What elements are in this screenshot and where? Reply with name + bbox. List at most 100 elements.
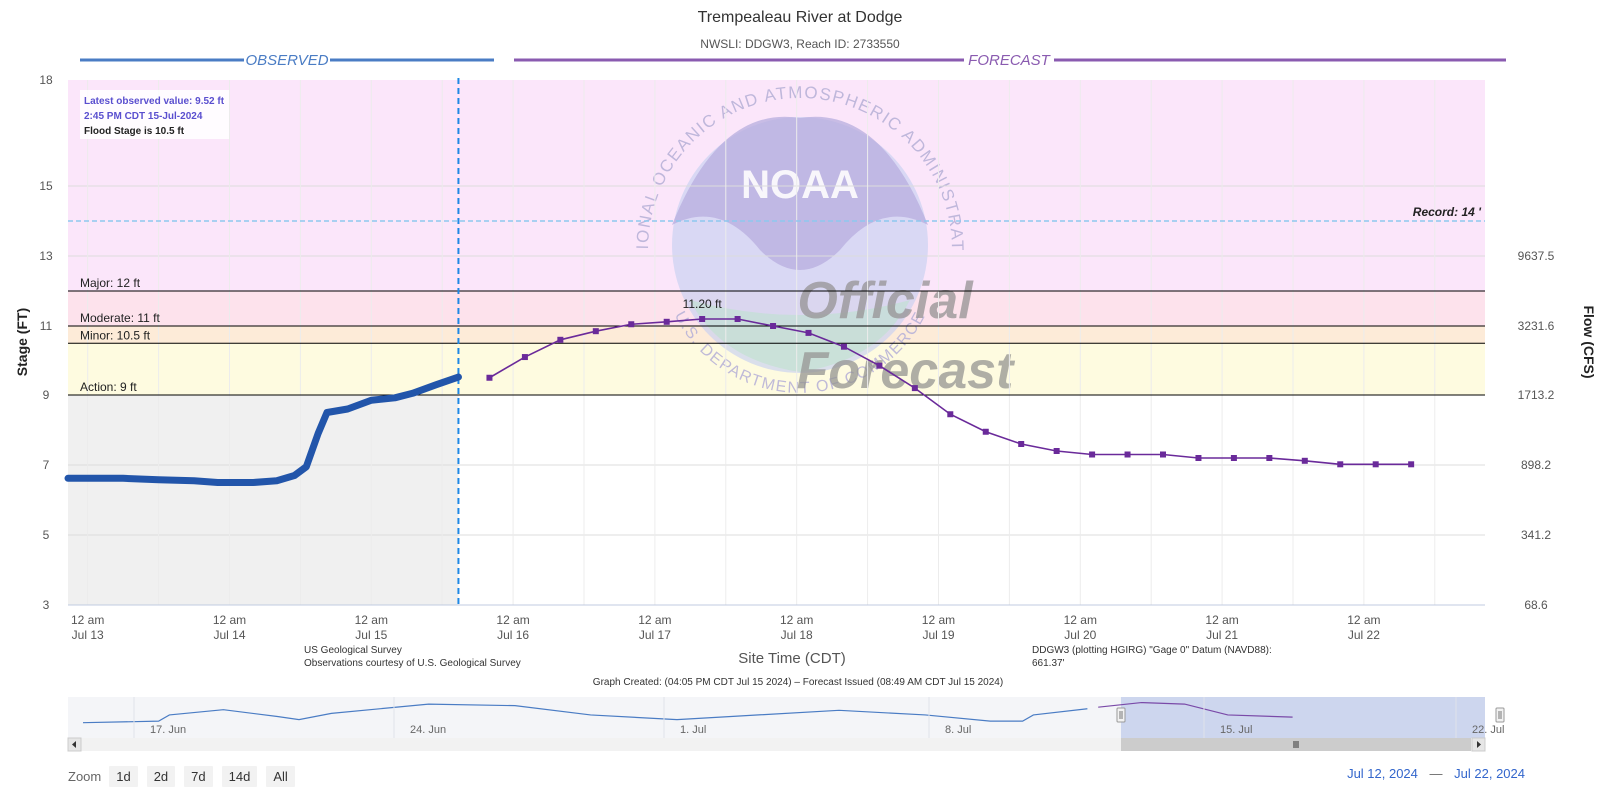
y-tick-label: 11 [40,319,53,333]
y-axis-title: Stage (FT) [14,308,30,376]
forecast-point-13[interactable] [947,411,954,418]
x-tick-label-time: 12 am [1064,613,1097,627]
latest-observed-time: 2:45 PM CDT 15-Jul-2024 [84,111,203,122]
forecast-point-20[interactable] [1195,455,1202,461]
forecast-point-16[interactable] [1053,448,1060,454]
credit-usgs: US Geological Survey [304,645,402,656]
zoom-14d-button[interactable]: 14d [221,766,258,787]
credit-datum-value: 661.37' [1032,658,1065,669]
x-tick-label-date: Jul 22 [1348,628,1380,642]
x-tick-label-date: Jul 16 [497,628,529,642]
navigator-date-label: 15. Jul [1220,724,1252,736]
forecast-point-8[interactable] [770,323,777,329]
forecast-point-1[interactable] [521,354,528,361]
x-tick-label-date: Jul 13 [72,628,104,642]
forecast-point-18[interactable] [1124,451,1131,458]
x-tick-label-time: 12 am [213,613,246,627]
navigator-forecast-line [1098,701,1293,718]
forecast-point-15[interactable] [1018,441,1025,447]
forecast-point-6[interactable] [699,316,706,322]
forecast-point-26[interactable] [1408,461,1415,468]
forecast-section-label: FORECAST [968,52,1052,69]
forecast-point-9[interactable] [805,329,812,336]
noaa-bird-icon [672,116,928,270]
x-tick-label-date: Jul 19 [922,628,954,642]
x-tick-label-date: Jul 17 [639,628,671,642]
y-tick-label: 9 [43,388,50,402]
forecast-point-14[interactable] [982,428,989,435]
record-stage-label: Record: 14 ' [1413,205,1482,219]
forecast-point-7[interactable] [734,316,741,322]
zoom-1d-button[interactable]: 1d [109,766,138,787]
forecast-point-12[interactable] [911,385,918,392]
forecast-point-2[interactable] [557,336,564,343]
y2-tick-label: 3231.6 [1518,319,1555,333]
date-range-display: Jul 12, 2024 — Jul 22, 2024 [1347,766,1525,781]
official-watermark-text: Official [797,272,974,330]
observed-background [68,395,459,605]
navigator-date-label: 24. Jun [410,724,446,736]
x-tick-label-time: 12 am [1205,613,1238,627]
y2-tick-label: 68.6 [1524,598,1548,612]
forecast-point-24[interactable] [1337,461,1344,468]
y2-tick-label: 9637.5 [1518,249,1555,263]
navigator-date-label: 22. Jul [1472,724,1504,736]
zoom-7d-button[interactable]: 7d [184,766,213,787]
forecast-watermark-text: Forecast [797,342,1016,400]
credit-observations: Observations courtesy of U.S. Geological… [304,658,521,669]
y2-axis-title: Flow (CFS) [1581,305,1597,378]
navigator-observed-line [82,703,1088,724]
zoom-2d-button[interactable]: 2d [146,766,176,787]
navigator-left-handle[interactable] [1116,707,1126,723]
y2-tick-label: 341.2 [1521,528,1551,542]
x-tick-label-time: 12 am [780,613,813,627]
range-from[interactable]: Jul 12, 2024 [1347,766,1418,781]
forecast-point-23[interactable] [1301,457,1308,464]
forecast-point-22[interactable] [1266,455,1273,461]
observed-section-label: OBSERVED [245,52,328,69]
x-tick-label-date: Jul 20 [1064,628,1096,642]
forecast-point-19[interactable] [1159,451,1166,458]
forecast-point-11[interactable] [876,362,883,369]
navigator-selection[interactable] [1121,697,1485,738]
forecast-point-0[interactable] [486,374,493,381]
range-to[interactable]: Jul 22, 2024 [1454,766,1525,781]
major-stage-label: Major: 12 ft [80,276,141,290]
minor-stage-label: Minor: 10.5 ft [80,328,151,342]
x-tick-label-date: Jul 21 [1206,628,1238,642]
chart-subtitle: NWSLI: DDGW3, Reach ID: 2733550 [700,37,900,51]
zoom-controls: Zoom 1d 2d 7d 14d All [68,766,304,787]
chart-title: Trempealeau River at Dodge [698,9,903,26]
x-tick-label-time: 12 am [1347,613,1380,627]
action-stage-label: Action: 9 ft [80,380,137,394]
latest-observed-value: Latest observed value: 9.52 ft [84,96,225,107]
scroll-right-arrow-icon [1477,741,1481,748]
forecast-point-3[interactable] [592,328,599,335]
x-tick-label-time: 12 am [71,613,104,627]
moderate-stage-label: Moderate: 11 ft [80,311,160,325]
y-tick-label: 5 [43,528,50,542]
navigator-right-handle[interactable] [1495,707,1505,723]
forecast-point-25[interactable] [1372,461,1379,468]
forecast-point-5[interactable] [663,318,670,325]
y-tick-label: 18 [39,73,53,87]
forecast-point-4[interactable] [628,321,635,328]
graph-created-note: Graph Created: (04:05 PM CDT Jul 15 2024… [593,677,1003,688]
forecast-point-21[interactable] [1230,455,1237,461]
x-tick-label-time: 12 am [355,613,388,627]
forecast-point-17[interactable] [1089,451,1096,458]
latest-observation-box [80,90,229,139]
zoom-all-button[interactable]: All [266,766,295,787]
range-separator: — [1429,766,1443,781]
x-tick-label-time: 12 am [922,613,955,627]
observed-series-line [64,373,462,486]
y-tick-label: 13 [39,249,53,263]
y-tick-label: 3 [43,598,50,612]
noaa-logo-text: NOAA [741,163,859,207]
flood-stage-note: Flood Stage is 10.5 ft [84,126,185,137]
forecast-point-10[interactable] [840,343,847,350]
credit-datum: DDGW3 (plotting HGIRG) "Gage 0" Datum (N… [1032,645,1272,656]
scroll-left-arrow-icon [72,741,76,748]
x-tick-label-date: Jul 14 [213,628,245,642]
